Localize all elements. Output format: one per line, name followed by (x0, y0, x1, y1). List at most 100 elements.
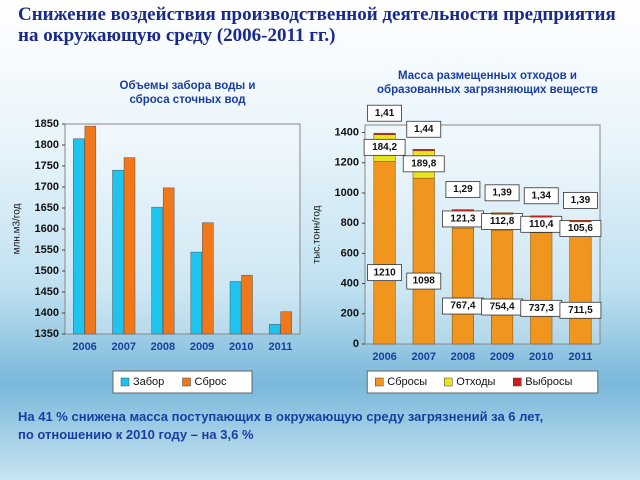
bar-segment (412, 149, 435, 152)
x-tick-label: 2008 (451, 351, 475, 363)
x-tick-label: 2008 (151, 341, 175, 353)
x-tick-label: 2009 (490, 351, 514, 363)
note: по отношению к 2010 году – на 3,6 % (18, 427, 254, 442)
y-tick-label: 1400 (35, 307, 59, 319)
legend-label: Забор (133, 376, 164, 388)
x-tick-label: 2011 (568, 351, 592, 363)
y-tick-label: 1700 (35, 181, 59, 193)
label-box (563, 191, 598, 209)
y-tick-label: 1650 (35, 202, 59, 214)
y-tick-label: 1550 (35, 244, 59, 256)
data-label: 110,4 (529, 219, 554, 230)
legend-label: Отходы (456, 376, 495, 388)
label-box (484, 184, 520, 202)
y-tick-label: 600 (341, 247, 359, 259)
bar-segment (412, 177, 435, 345)
bar (123, 157, 136, 335)
y-tick-label: 1350 (35, 328, 59, 340)
x-tick-label: 2007 (112, 341, 136, 353)
legend-swatch (444, 377, 453, 387)
y-tick-label: 1400 (335, 126, 359, 138)
bar-segment (530, 232, 553, 345)
data-label: 1,39 (492, 187, 512, 198)
bar-segment (569, 236, 592, 345)
y-tick-label: 400 (341, 277, 359, 289)
y-axis-label: тыс.тонн/год (312, 205, 323, 263)
data-label: 1,44 (414, 124, 434, 135)
bar-segment (491, 229, 514, 345)
bar (268, 324, 281, 335)
x-tick-label: 2007 (412, 351, 436, 363)
label-box (559, 301, 602, 319)
bar (162, 187, 175, 335)
data-label: 121,3 (450, 214, 475, 225)
bar-segment (373, 160, 396, 345)
label-box (367, 264, 402, 282)
y-tick-label: 1450 (35, 286, 59, 298)
legend: Сбросы Отходы Выбросы (366, 370, 599, 394)
x-tick-label: 2009 (190, 341, 214, 353)
bar (280, 311, 292, 335)
bar (229, 281, 242, 335)
note: На 41 % снижена масса поступающих в окру… (18, 409, 544, 424)
chart-title: Объемы забора воды и сброса сточных вод (120, 80, 256, 106)
data-label: 711,5 (568, 305, 593, 316)
data-label: 767,4 (450, 301, 475, 312)
bar-segment (451, 209, 474, 212)
y-tick-label: 1850 (35, 118, 59, 130)
chart-title: Масса размещенных отходов и образованных … (377, 70, 598, 96)
plot-area (64, 123, 301, 335)
slide-title: Снижение воздействия производственной де… (18, 4, 616, 46)
data-label: 105,6 (568, 223, 593, 234)
y-tick-label: 1600 (35, 223, 59, 235)
bar-segment (451, 227, 474, 345)
data-label: 189,8 (411, 158, 436, 169)
data-label: 1,29 (453, 184, 473, 195)
label-box (406, 272, 442, 290)
data-label: 112,8 (490, 216, 515, 227)
x-tick-label: 2010 (229, 341, 253, 353)
data-label: 1,41 (375, 108, 395, 119)
bar-segment (373, 132, 396, 135)
bar-segment (569, 220, 592, 223)
label-box (523, 187, 559, 205)
legend-swatch (182, 377, 191, 387)
bar (202, 222, 214, 335)
y-tick-label: 1750 (35, 160, 59, 172)
legend-label: Выбросы (525, 376, 572, 388)
notes: На 41 % снижена масса поступающих в окру… (18, 408, 633, 444)
y-tick-label: 1500 (35, 265, 59, 277)
y-tick-label: 800 (341, 217, 359, 229)
label-box (367, 104, 402, 122)
data-label: 1098 (413, 276, 436, 287)
label-box (406, 120, 442, 138)
bar (73, 138, 85, 335)
bar (190, 251, 203, 335)
y-tick-label: 0 (353, 338, 359, 350)
data-label: 754,4 (490, 302, 515, 313)
y-tick-label: 200 (341, 308, 359, 320)
data-label: 1,39 (571, 195, 591, 206)
bar-segment (530, 215, 553, 218)
y-tick-label: 1800 (35, 139, 59, 151)
bar (241, 274, 253, 335)
legend-box (366, 370, 599, 394)
x-tick-label: 2006 (372, 351, 396, 363)
label-box (363, 138, 406, 156)
bar-segment (491, 212, 514, 215)
legend-label: Сбросы (387, 376, 427, 388)
legend-swatch (513, 377, 522, 387)
legend-swatch (375, 377, 384, 387)
legend: Забор Сброс (112, 370, 253, 394)
label-box (445, 181, 481, 198)
data-label: 1,34 (532, 190, 552, 201)
bar (112, 169, 124, 335)
x-tick-label: 2011 (268, 341, 292, 353)
x-tick-label: 2006 (72, 341, 96, 353)
bar (84, 125, 97, 335)
legend-swatch (120, 377, 130, 387)
x-tick-label: 2010 (529, 351, 553, 363)
label-box (402, 155, 445, 173)
